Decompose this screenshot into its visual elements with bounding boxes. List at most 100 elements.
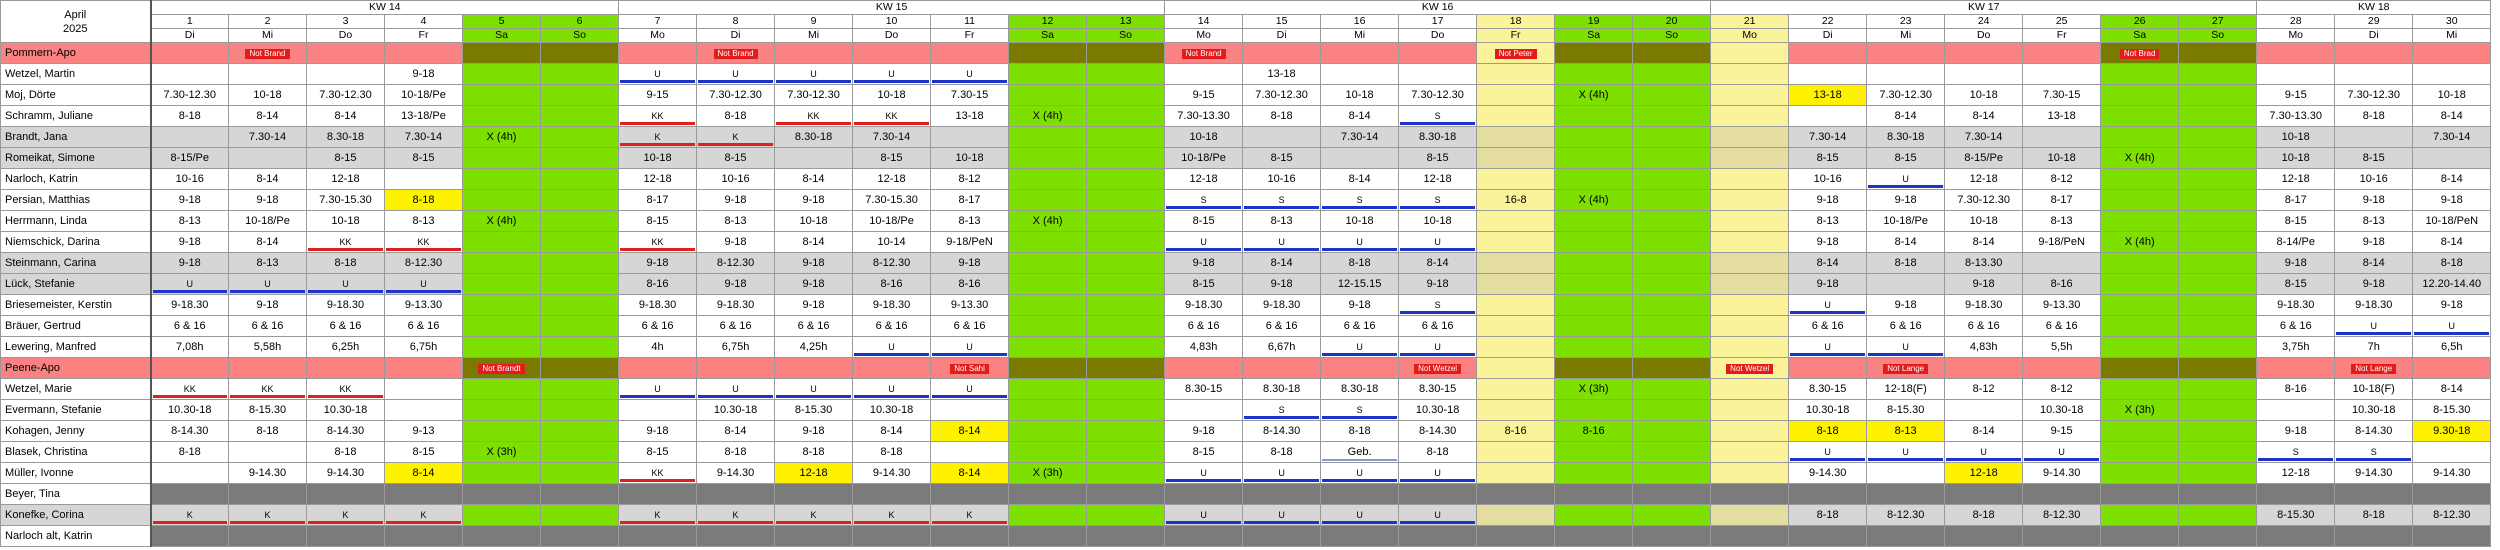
shift-cell[interactable]: [1554, 147, 1634, 169]
shift-cell[interactable]: [150, 126, 229, 148]
shift-cell[interactable]: U: [696, 63, 776, 85]
shift-cell[interactable]: U: [2022, 441, 2102, 463]
shift-cell[interactable]: S: [1398, 294, 1478, 316]
shift-cell[interactable]: [1242, 42, 1322, 64]
shift-cell[interactable]: 8-18: [1398, 441, 1478, 463]
shift-cell[interactable]: [539, 336, 620, 358]
shift-cell[interactable]: X (4h): [1554, 84, 1634, 106]
shift-cell[interactable]: [1242, 525, 1322, 547]
shift-cell[interactable]: [1476, 504, 1556, 526]
shift-cell[interactable]: 8-15: [618, 210, 698, 232]
shift-cell[interactable]: [539, 42, 620, 64]
shift-cell[interactable]: [696, 483, 776, 505]
shift-cell[interactable]: 10-16: [2334, 168, 2414, 190]
shift-cell[interactable]: 8.30-18: [306, 126, 385, 148]
shift-cell[interactable]: 9-18: [1944, 273, 2024, 295]
shift-cell[interactable]: [1632, 462, 1712, 484]
shift-cell[interactable]: [1632, 210, 1712, 232]
shift-cell[interactable]: 8-14: [930, 462, 1010, 484]
shift-cell[interactable]: [2178, 63, 2258, 85]
shift-cell[interactable]: 12-18: [1944, 462, 2024, 484]
shift-cell[interactable]: 6 & 16: [852, 315, 932, 337]
shift-cell[interactable]: [1164, 63, 1244, 85]
shift-cell[interactable]: [2178, 294, 2258, 316]
shift-cell[interactable]: [1164, 357, 1244, 379]
shift-cell[interactable]: 6 & 16: [774, 315, 854, 337]
shift-cell[interactable]: S: [1242, 399, 1322, 421]
shift-cell[interactable]: [1944, 42, 2024, 64]
shift-cell[interactable]: [2022, 525, 2102, 547]
shift-cell[interactable]: 9-18.30: [696, 294, 776, 316]
shift-cell[interactable]: 8-14: [228, 105, 307, 127]
shift-cell[interactable]: 7.30-12.30: [2334, 84, 2414, 106]
shift-cell[interactable]: [618, 42, 698, 64]
shift-cell[interactable]: 8-17: [618, 189, 698, 211]
shift-cell[interactable]: [462, 294, 541, 316]
shift-cell[interactable]: U: [384, 273, 463, 295]
shift-cell[interactable]: [384, 483, 463, 505]
shift-cell[interactable]: [2256, 63, 2336, 85]
shift-cell[interactable]: 8-12.30: [2022, 504, 2102, 526]
shift-cell[interactable]: 8-18: [1866, 252, 1946, 274]
shift-cell[interactable]: [1710, 42, 1790, 64]
shift-cell[interactable]: [1554, 441, 1634, 463]
shift-cell[interactable]: 9-18: [2334, 189, 2414, 211]
shift-cell[interactable]: 8-15: [618, 441, 698, 463]
shift-cell[interactable]: 6 & 16: [1242, 315, 1322, 337]
shift-cell[interactable]: [462, 336, 541, 358]
shift-cell[interactable]: [384, 42, 463, 64]
shift-cell[interactable]: [1710, 126, 1790, 148]
shift-cell[interactable]: 7.30-13.30: [2256, 105, 2336, 127]
shift-cell[interactable]: S: [1320, 189, 1400, 211]
shift-cell[interactable]: 9-18: [1242, 273, 1322, 295]
shift-cell[interactable]: 8-15.30: [1866, 399, 1946, 421]
shift-cell[interactable]: [1866, 273, 1946, 295]
shift-cell[interactable]: S: [2334, 441, 2414, 463]
shift-cell[interactable]: 10-16: [696, 168, 776, 190]
shift-cell[interactable]: [1476, 399, 1556, 421]
shift-cell[interactable]: 9-18: [618, 252, 698, 274]
shift-cell[interactable]: [2178, 525, 2258, 547]
shift-cell[interactable]: 9-18: [1788, 273, 1868, 295]
shift-cell[interactable]: 8-16: [618, 273, 698, 295]
shift-cell[interactable]: [539, 357, 620, 379]
shift-cell[interactable]: [2022, 252, 2102, 274]
shift-cell[interactable]: [462, 252, 541, 274]
shift-cell[interactable]: 8-18: [150, 441, 229, 463]
shift-cell[interactable]: 12-18: [2256, 168, 2336, 190]
shift-cell[interactable]: 8-14: [1866, 231, 1946, 253]
shift-cell[interactable]: 9-18: [1320, 294, 1400, 316]
shift-cell[interactable]: [539, 462, 620, 484]
shift-cell[interactable]: [1632, 42, 1712, 64]
shift-cell[interactable]: U: [306, 273, 385, 295]
shift-cell[interactable]: [228, 147, 307, 169]
shift-cell[interactable]: 8-12.30: [2412, 504, 2492, 526]
shift-cell[interactable]: [1008, 252, 1088, 274]
shift-cell[interactable]: [2178, 462, 2258, 484]
shift-cell[interactable]: U: [930, 378, 1010, 400]
shift-cell[interactable]: 10-18: [1398, 210, 1478, 232]
shift-cell[interactable]: U: [228, 273, 307, 295]
shift-cell[interactable]: 8-18: [1788, 504, 1868, 526]
shift-cell[interactable]: [774, 525, 854, 547]
shift-cell[interactable]: 8-14: [2412, 105, 2492, 127]
shift-cell[interactable]: 9-14.30: [228, 462, 307, 484]
shift-cell[interactable]: [462, 483, 541, 505]
shift-cell[interactable]: [852, 357, 932, 379]
shift-cell[interactable]: 8-15/Pe: [150, 147, 229, 169]
shift-cell[interactable]: 8-16: [1476, 420, 1556, 442]
shift-cell[interactable]: [2178, 420, 2258, 442]
shift-cell[interactable]: 7.30-14: [384, 126, 463, 148]
shift-cell[interactable]: KK: [852, 105, 932, 127]
shift-cell[interactable]: [462, 462, 541, 484]
shift-cell[interactable]: U: [1242, 462, 1322, 484]
shift-cell[interactable]: 10-18/Pe: [1164, 147, 1244, 169]
shift-cell[interactable]: [1164, 399, 1244, 421]
shift-cell[interactable]: 8-16: [1554, 420, 1634, 442]
shift-cell[interactable]: 8-15: [2334, 147, 2414, 169]
shift-cell[interactable]: 8-12: [2022, 378, 2102, 400]
shift-cell[interactable]: [1710, 378, 1790, 400]
shift-cell[interactable]: [539, 189, 620, 211]
shift-cell[interactable]: [2178, 42, 2258, 64]
shift-cell[interactable]: [1632, 126, 1712, 148]
